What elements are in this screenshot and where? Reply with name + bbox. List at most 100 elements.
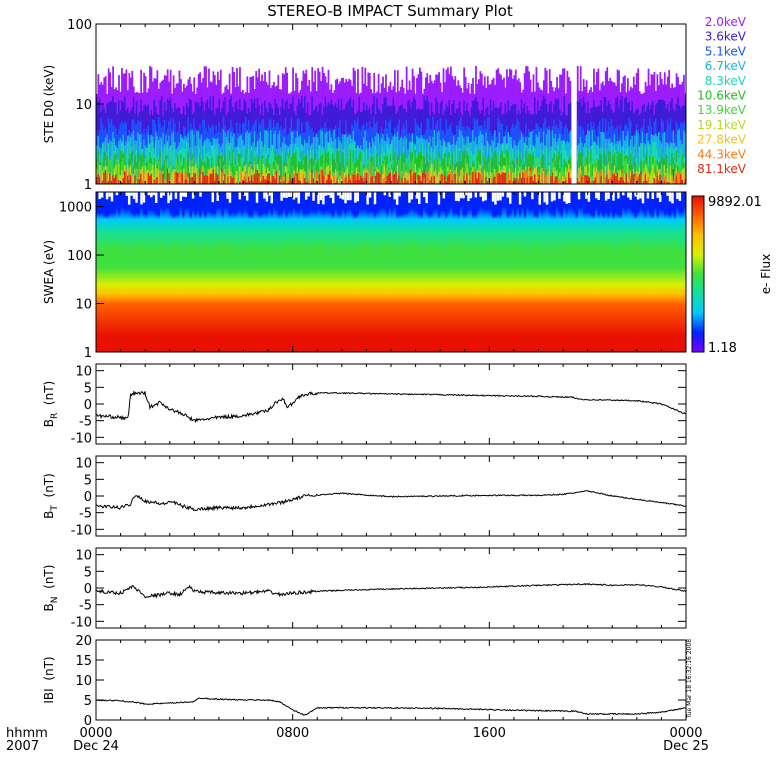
ste-bar-10 bbox=[98, 181, 101, 184]
ste-bar-6 bbox=[337, 170, 340, 184]
swea-column bbox=[491, 192, 495, 352]
ste-bar-10 bbox=[355, 180, 358, 184]
ste-bar-8 bbox=[405, 179, 408, 184]
swea-gap bbox=[344, 192, 348, 204]
swea-column bbox=[221, 192, 225, 352]
ste-bar-7 bbox=[152, 164, 154, 184]
ste-bar-10 bbox=[624, 182, 626, 184]
swea-gap bbox=[332, 192, 335, 204]
ste-bar-10 bbox=[261, 180, 263, 184]
ste-bar-4 bbox=[351, 142, 353, 184]
swea-column bbox=[548, 192, 552, 352]
ste-bar-9 bbox=[421, 173, 424, 184]
ste-bar-6 bbox=[274, 159, 277, 184]
swea-column bbox=[292, 192, 296, 352]
swea-gap bbox=[191, 192, 195, 199]
ste-bar-5 bbox=[358, 153, 361, 184]
swea-column bbox=[450, 192, 453, 352]
ste-bar-8 bbox=[562, 175, 564, 184]
ste-bar-8 bbox=[141, 170, 144, 184]
swea-column bbox=[245, 192, 249, 352]
ste-bar-9 bbox=[287, 180, 290, 184]
ste-bar-8 bbox=[228, 169, 231, 184]
ste-bar-9 bbox=[441, 174, 443, 184]
ste-bar-7 bbox=[247, 167, 250, 184]
ste-bar-9 bbox=[96, 176, 98, 184]
ste-bar-6 bbox=[385, 168, 387, 184]
ste-bar-10 bbox=[128, 180, 131, 184]
ste-bar-9 bbox=[640, 171, 643, 184]
swea-column bbox=[555, 192, 559, 352]
ste-bar-5 bbox=[333, 159, 336, 184]
ste-bar-4 bbox=[622, 145, 625, 184]
ste-bar-10 bbox=[447, 176, 449, 184]
ste-bar-6 bbox=[438, 157, 440, 184]
ste-bar-9 bbox=[295, 178, 297, 184]
swea-gap bbox=[169, 192, 173, 201]
ste-bar-7 bbox=[249, 164, 252, 184]
ste-bar-5 bbox=[280, 155, 283, 184]
y-tick-label-p0: 10 bbox=[75, 98, 92, 113]
ste-bar-9 bbox=[523, 170, 526, 184]
ste-bar-6 bbox=[352, 162, 355, 184]
swea-gap bbox=[469, 192, 473, 199]
swea-gap bbox=[597, 192, 601, 200]
swea-gap bbox=[629, 192, 633, 200]
swea-column bbox=[654, 192, 657, 352]
ste-bar-10 bbox=[433, 177, 436, 184]
ste-bar-9 bbox=[395, 171, 398, 184]
ste-bar-5 bbox=[380, 165, 383, 184]
ste-bar-9 bbox=[200, 181, 203, 184]
ste-bar-10 bbox=[615, 176, 617, 184]
ste-bar-9 bbox=[336, 177, 339, 184]
ste-bar-5 bbox=[581, 153, 584, 184]
ste-bar-10 bbox=[323, 175, 325, 184]
swea-column bbox=[599, 192, 603, 352]
ste-bar-5 bbox=[265, 158, 268, 184]
swea-column bbox=[636, 192, 640, 352]
ste-bar-10 bbox=[305, 181, 308, 184]
swea-column bbox=[113, 192, 117, 352]
legend-entry: 6.7keV bbox=[705, 59, 747, 73]
swea-column bbox=[681, 192, 684, 352]
colorbar-label: e- Flux bbox=[759, 254, 773, 294]
ste-bar-8 bbox=[152, 176, 154, 184]
swea-gap bbox=[668, 192, 672, 202]
ste-bar-8 bbox=[525, 169, 527, 184]
swea-gap bbox=[265, 192, 269, 202]
swea-gap bbox=[437, 192, 441, 205]
ste-bar-9 bbox=[140, 173, 143, 184]
ste-bar-3 bbox=[436, 132, 439, 184]
swea-column bbox=[671, 192, 675, 352]
ste-bar-10 bbox=[273, 176, 275, 184]
ste-bar-6 bbox=[563, 170, 566, 184]
ste-bar-10 bbox=[107, 181, 110, 184]
ste-bar-8 bbox=[321, 170, 324, 184]
ste-bar-9 bbox=[329, 170, 331, 184]
ste-bar-10 bbox=[250, 175, 253, 184]
swea-column bbox=[413, 192, 416, 352]
swea-gap bbox=[622, 192, 625, 196]
ste-bar-8 bbox=[368, 182, 371, 184]
plot-title: STEREO-B IMPACT Summary Plot bbox=[267, 2, 513, 20]
ste-bar-10 bbox=[475, 172, 477, 184]
ste-bar-10 bbox=[113, 177, 116, 184]
ste-bar-9 bbox=[603, 172, 606, 184]
ste-bar-6 bbox=[411, 159, 414, 184]
ste-bar-9 bbox=[362, 176, 365, 184]
swea-column bbox=[260, 192, 264, 352]
ste-bar-10 bbox=[376, 173, 379, 184]
swea-column bbox=[123, 192, 126, 352]
ste-bar-9 bbox=[528, 176, 530, 184]
swea-gap bbox=[666, 192, 670, 196]
ste-bar-10 bbox=[643, 181, 645, 184]
ste-bar-5 bbox=[303, 156, 306, 184]
swea-column bbox=[418, 192, 421, 352]
swea-gap bbox=[676, 192, 680, 200]
swea-column bbox=[538, 192, 542, 352]
ste-bar-10 bbox=[629, 179, 632, 184]
ste-bar-6 bbox=[340, 170, 343, 184]
swea-gap bbox=[656, 192, 660, 198]
ste-bar-8 bbox=[649, 180, 651, 184]
swea-gap bbox=[558, 192, 562, 199]
